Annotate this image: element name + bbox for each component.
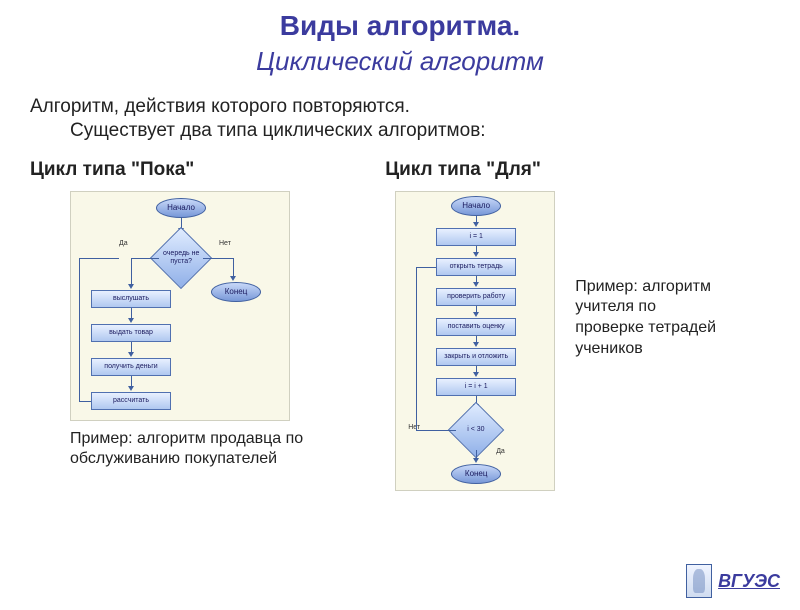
node-start: Начало [156, 198, 206, 218]
node-end: Конец [211, 282, 261, 302]
for-heading: Цикл типа "Для" [385, 159, 770, 181]
node-p3-r: поставить оценку [436, 318, 516, 336]
node-p2: выдать товар [91, 324, 171, 342]
node-p4: рассчитать [91, 392, 171, 410]
node-p1-r: открыть тетрадь [436, 258, 516, 276]
title-sub: Циклический алгоритм [0, 46, 800, 77]
flowchart-while: Начало очередь не пуста? Да Нет Конец вы… [70, 191, 290, 421]
desc-line2: Существует два типа циклических алгоритм… [70, 119, 770, 143]
node-inc: i = i + 1 [436, 378, 516, 396]
column-while: Цикл типа "Пока" Начало очередь не пуста… [30, 159, 385, 491]
logo-icon [686, 564, 712, 598]
columns: Цикл типа "Пока" Начало очередь не пуста… [0, 159, 800, 491]
edge-no: Нет [219, 240, 231, 247]
description-block: Алгоритм, действия которого повторяются.… [30, 95, 770, 143]
for-caption: Пример: алгоритм учителя по проверке тет… [575, 277, 725, 360]
column-for: Цикл типа "Для" Начало i = 1 открыть тет… [385, 159, 770, 491]
node-p2-r: проверить работу [436, 288, 516, 306]
node-start-r: Начало [451, 196, 501, 216]
logo: ВГУЭС [686, 564, 780, 598]
while-caption: Пример: алгоритм продавца по обслуживани… [70, 429, 330, 471]
title-main: Виды алгоритма. [0, 10, 800, 42]
logo-text: ВГУЭС [718, 571, 780, 592]
node-p4-r: закрыть и отложить [436, 348, 516, 366]
node-init: i = 1 [436, 228, 516, 246]
node-end-r: Конец [451, 464, 501, 484]
flowchart-for: Начало i = 1 открыть тетрадь проверить р… [395, 191, 555, 491]
desc-line1: Алгоритм, действия которого повторяются. [30, 95, 770, 119]
edge-yes-r: Да [496, 448, 505, 455]
while-heading: Цикл типа "Пока" [30, 159, 385, 181]
edge-yes: Да [119, 240, 128, 247]
node-p1: выслушать [91, 290, 171, 308]
node-p3: получить деньги [91, 358, 171, 376]
